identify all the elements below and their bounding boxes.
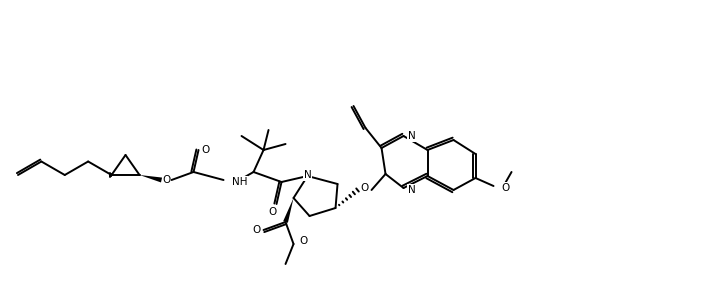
Text: O: O (201, 145, 209, 155)
Text: O: O (252, 225, 261, 235)
Text: O: O (361, 183, 369, 193)
Polygon shape (140, 175, 162, 182)
Text: O: O (163, 175, 171, 185)
Text: N: N (408, 131, 415, 141)
Text: O: O (501, 183, 510, 193)
Polygon shape (283, 198, 293, 223)
Text: N: N (408, 185, 415, 195)
Text: O: O (268, 207, 277, 217)
Text: O: O (300, 236, 308, 246)
Text: N: N (304, 170, 311, 180)
Text: NH: NH (232, 177, 247, 187)
